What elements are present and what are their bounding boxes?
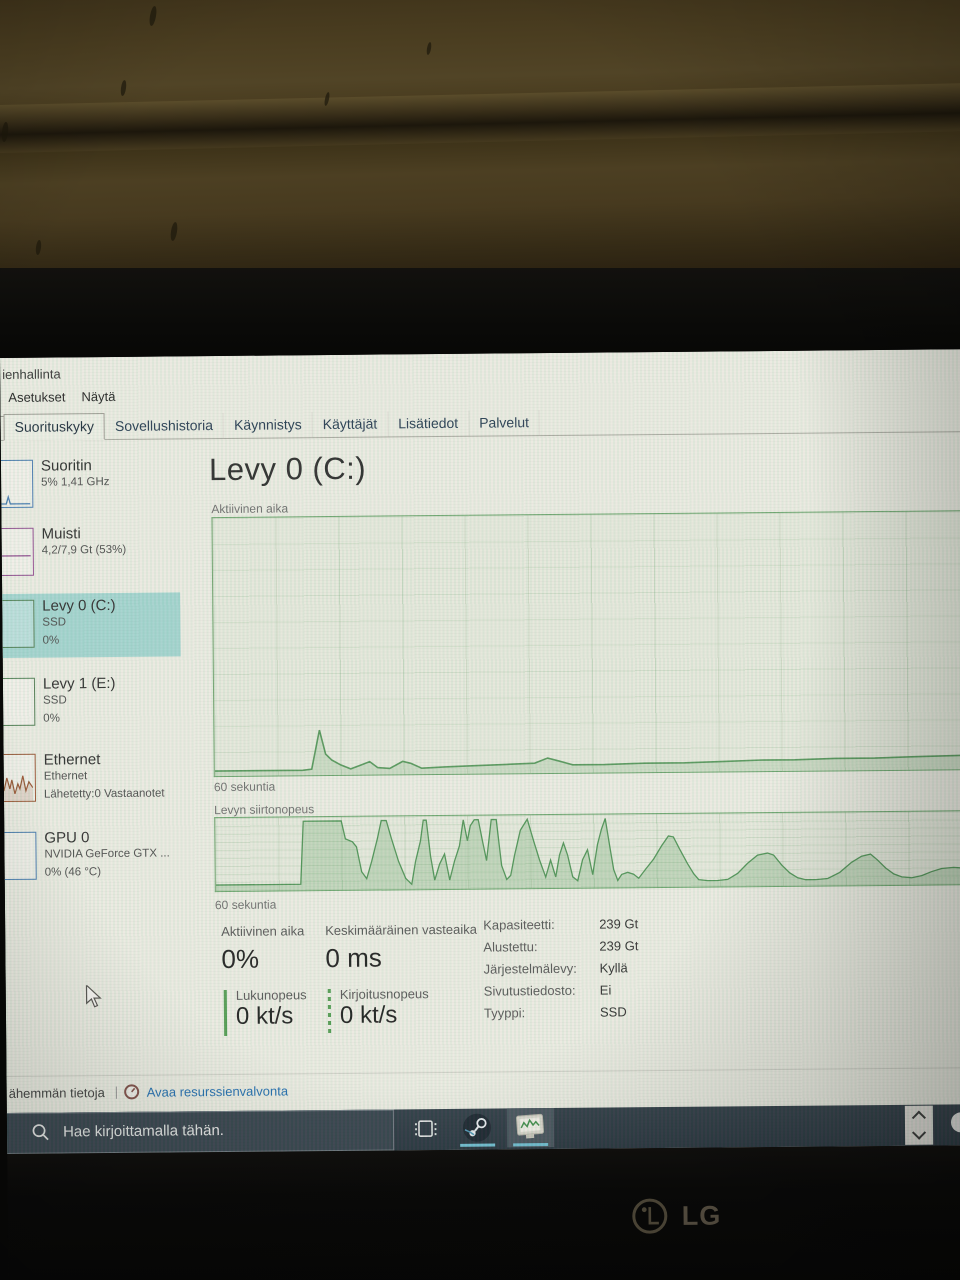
wood-ceiling [0, 0, 960, 272]
tab-lisatiedot[interactable]: Lisätiedot [388, 410, 470, 437]
lg-brand-text: LG [681, 1199, 722, 1231]
scroll-down-icon[interactable] [911, 1125, 927, 1140]
sidebar-item-memory[interactable]: Muisti 4,2/7,9 Gt (53%) [0, 524, 196, 577]
tab-kaynnistys[interactable]: Käynnistys [223, 412, 313, 438]
window-title: ienhallinta [2, 366, 61, 382]
transfer-rate-chart [214, 810, 960, 893]
write-speed-legend-bar [327, 989, 332, 1036]
monitor: ienhallinta Asetukset Näytä Suorituskyky… [0, 349, 960, 1280]
task-manager-taskbar-button[interactable] [506, 1108, 555, 1148]
gpu-graph-thumbnail-icon [0, 831, 37, 881]
wood-knot [119, 79, 128, 97]
wood-knot [425, 41, 433, 56]
tray-icon-partial[interactable] [950, 1112, 960, 1133]
disk-details: Kapasiteetti: 239 Gt Alustettu: 239 Gt Jär… [483, 916, 639, 1021]
search-icon [31, 1123, 50, 1147]
wood-knot [169, 221, 179, 242]
menu-item-nayta[interactable]: Näytä [81, 388, 116, 405]
tab-palvelut[interactable]: Palvelut [469, 410, 541, 436]
active-time-chart [211, 510, 960, 778]
sidebar-item-ethernet[interactable]: Ethernet Ethernet Lähetetty:0 Vastaanote… [0, 750, 198, 803]
tab-sovellushistoria[interactable]: Sovellushistoria [104, 412, 225, 440]
tab-kayttajat[interactable]: Käyttäjät [312, 411, 389, 438]
mouse-cursor [84, 983, 104, 1014]
memory-graph-thumbnail-icon [0, 527, 34, 577]
wood-plank-groove [0, 82, 960, 154]
response-time-stat-label: Keskimääräinen vasteaika [325, 921, 478, 939]
search-placeholder-text: Hae kirjoittamalla tähän. [62, 1121, 225, 1141]
write-speed-stat: Kirjoitusnopeus 0 kt/s [327, 986, 429, 1036]
sidebar-item-gpu[interactable]: GPU 0 NVIDIA GeForce GTX ... 0% (46 °C) [0, 828, 198, 881]
transfer-rate-chart-label: Levyn siirtonopeus [214, 802, 315, 818]
menu-item-asetukset[interactable]: Asetukset [8, 389, 66, 405]
active-time-x-label: 60 sekuntia [213, 779, 276, 795]
active-time-stat-label: Aktiivinen aika [221, 923, 305, 940]
steam-taskbar-button[interactable] [454, 1108, 501, 1147]
task-view-button[interactable] [403, 1109, 450, 1148]
disk0-graph-thumbnail-icon [0, 599, 35, 649]
tab-suorituskyky[interactable]: Suorituskyky [3, 413, 106, 441]
cpu-graph-thumbnail-icon [0, 459, 34, 509]
response-time-stat-value: 0 ms [325, 942, 382, 974]
wood-knot [35, 239, 42, 256]
lg-logo: LG [630, 1195, 722, 1236]
scroll-up-icon[interactable] [911, 1110, 927, 1125]
page-title: Levy 0 (C:) [208, 450, 367, 488]
monitor-bezel: LG [7, 1145, 960, 1280]
read-speed-stat: Lukunopeus 0 kt/s [223, 987, 307, 1036]
status-bar: ähemmän tietoja | Avaa resurssienvalvont… [6, 1067, 960, 1114]
wood-knot [148, 5, 158, 27]
sidebar-item-cpu[interactable]: Suoritin 5% 1,41 GHz [0, 456, 195, 509]
disk1-graph-thumbnail-icon [0, 677, 36, 727]
taskbar-search-input[interactable]: Hae kirjoittamalla tähän. [6, 1109, 395, 1154]
open-resource-monitor-link[interactable]: Avaa resurssienvalvonta [146, 1083, 289, 1100]
taskbar: Hae kirjoittamalla tähän. [6, 1104, 960, 1154]
active-time-chart-label: Aktiivinen aika [211, 501, 289, 517]
taskbar-scrollbar[interactable] [904, 1105, 934, 1145]
fewer-details-button[interactable]: ähemmän tietoja [8, 1085, 105, 1101]
sidebar-item-disk1[interactable]: Levy 1 (E:) SSD 0% [0, 674, 197, 727]
ethernet-graph-thumbnail-icon [0, 753, 37, 803]
read-speed-legend-bar [223, 989, 228, 1036]
task-manager-running-underline [513, 1143, 549, 1147]
active-time-stat-value: 0% [221, 943, 260, 975]
lg-logo-mark-icon [632, 1198, 668, 1234]
screen: ienhallinta Asetukset Näytä Suorituskyky… [0, 349, 960, 1154]
steam-running-underline [460, 1143, 496, 1147]
transfer-rate-x-label: 60 sekuntia [214, 897, 277, 913]
menu-bar: Asetukset Näytä [8, 389, 115, 405]
resource-monitor-icon [124, 1084, 140, 1105]
tab-strip: Suorituskyky Sovellushistoria Käynnistys… [0, 403, 960, 441]
